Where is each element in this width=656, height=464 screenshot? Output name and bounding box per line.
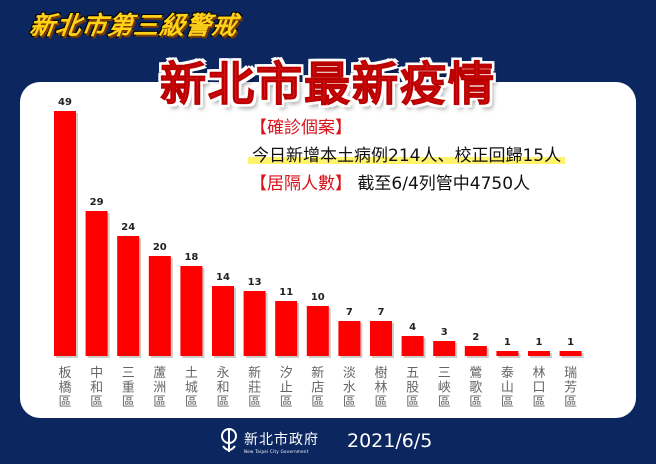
- confirmed-label: 【確診個案】: [250, 118, 352, 138]
- logo-text: 新北市政府 New Taipei City Government: [244, 429, 319, 454]
- category-label: 三峽區: [438, 366, 451, 410]
- category-label: 土城區: [185, 366, 198, 410]
- data-label: 49: [58, 97, 72, 108]
- data-label: 2: [472, 332, 479, 343]
- bar-13: [464, 346, 487, 356]
- data-label: 1: [504, 337, 511, 348]
- bar-9: [338, 321, 361, 356]
- category-label: 新店區: [311, 365, 324, 410]
- bar-1: [85, 211, 108, 356]
- category-label: 永和區: [216, 366, 229, 410]
- bar-16: [559, 351, 582, 356]
- category-label: 鶯歌區: [469, 366, 482, 410]
- bar-4: [180, 266, 203, 356]
- bar-6: [243, 291, 266, 356]
- quarantine-text: 截至6/4列管中4750人: [357, 174, 531, 194]
- date: 2021/6/5: [347, 430, 433, 452]
- bar-3: [148, 256, 171, 356]
- bar-2: [117, 236, 140, 356]
- data-label: 7: [346, 307, 353, 318]
- bar-7: [275, 301, 298, 356]
- data-label: 18: [184, 252, 198, 263]
- data-label: 7: [378, 307, 385, 318]
- data-label: 4: [409, 322, 416, 333]
- logo-cn: 新北市政府: [244, 431, 319, 448]
- bar-8: [306, 306, 329, 356]
- confirmed-text: 今日新增本土病例214人、校正回歸15人: [248, 146, 566, 166]
- bar-12: [433, 341, 456, 356]
- category-label: 樹林區: [374, 366, 387, 410]
- logo-en: New Taipei City Government: [244, 448, 309, 454]
- data-label: 10: [311, 292, 325, 303]
- data-label: 1: [536, 337, 543, 348]
- category-label: 汐止區: [280, 365, 293, 410]
- category-label: 泰山區: [501, 366, 514, 410]
- data-label: 13: [248, 277, 262, 288]
- category-label: 板橋區: [58, 366, 71, 410]
- category-label: 淡水區: [343, 366, 356, 410]
- data-label: 3: [441, 327, 448, 338]
- bar-11: [401, 336, 424, 356]
- bar-14: [496, 351, 519, 356]
- category-label: 五股區: [406, 366, 419, 410]
- category-label: 三重區: [122, 366, 135, 410]
- bar-10: [370, 321, 392, 356]
- data-label: 14: [216, 272, 230, 283]
- category-label: 中和區: [90, 366, 103, 410]
- data-label: 24: [121, 222, 135, 233]
- bar-0: [54, 111, 76, 356]
- category-label: 蘆洲區: [153, 366, 166, 410]
- quarantine-label: 【居隔人數】: [250, 174, 352, 194]
- category-label: 新莊區: [248, 365, 261, 410]
- page-title: 新北市最新疫情: [160, 57, 496, 112]
- data-label: 29: [90, 197, 104, 208]
- category-label: 林口區: [532, 366, 545, 410]
- category-label: 瑞芳區: [564, 366, 577, 410]
- data-label: 11: [279, 287, 293, 298]
- bar-5: [212, 286, 234, 356]
- data-label: 20: [153, 242, 167, 253]
- bar-15: [528, 351, 550, 356]
- info-box: 【確診個案】 今日新增本土病例214人、校正回歸15人 【居隔人數】 截至6/4…: [248, 114, 566, 198]
- footer: 新北市政府 New Taipei City Government 2021/6/…: [220, 424, 432, 458]
- city-logo-icon: [221, 428, 237, 452]
- data-label: 1: [567, 337, 574, 348]
